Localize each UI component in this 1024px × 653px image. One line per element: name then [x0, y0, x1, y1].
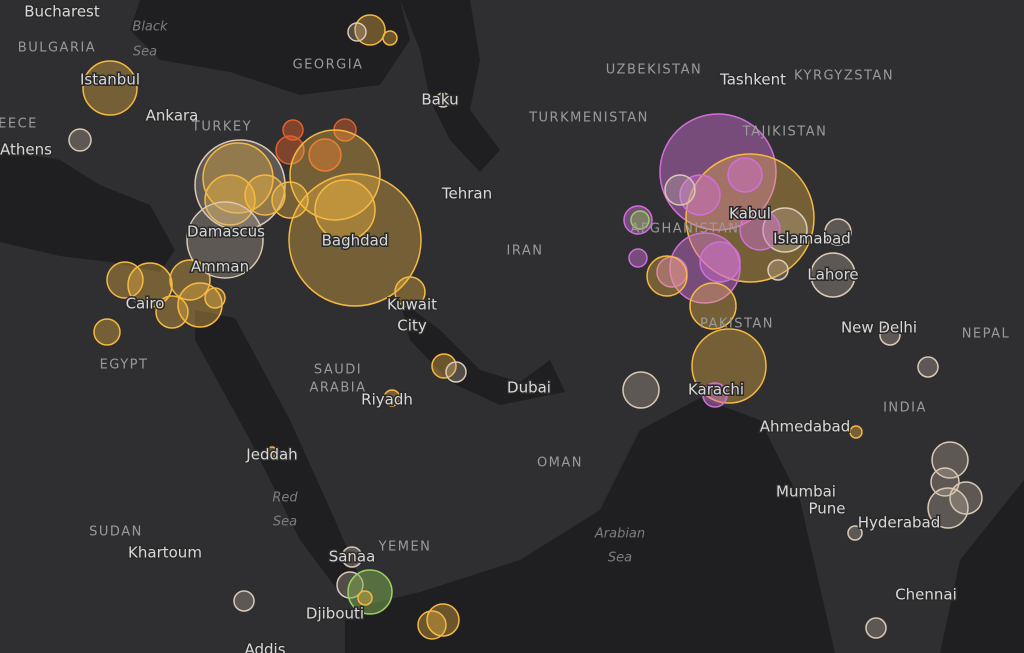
city-label: Baghdad — [322, 232, 389, 250]
city-label: Athens — [0, 141, 52, 159]
city-label: Addis — [244, 641, 285, 653]
country-label: TAJIKISTAN — [742, 125, 828, 140]
city-label: Khartoum — [128, 544, 202, 562]
city-label: Hyderabad — [858, 514, 941, 532]
country-label: SAUDI — [314, 363, 362, 378]
country-label: OMAN — [537, 456, 583, 471]
city-label: City — [397, 317, 427, 335]
city-label: Tehran — [441, 185, 492, 203]
city-label: New Delhi — [841, 319, 917, 337]
city-label: Pune — [808, 500, 845, 518]
water-label: Sea — [133, 45, 157, 60]
city-label: Amman — [191, 258, 249, 276]
city-label: Djibouti — [306, 605, 364, 623]
city-label: Damascus — [187, 223, 265, 241]
city-label: Islamabad — [773, 230, 851, 248]
country-label: EGYPT — [100, 358, 149, 373]
city-label: Karachi — [688, 381, 744, 399]
country-label: IRAN — [507, 244, 544, 259]
water-label: Sea — [273, 515, 297, 530]
country-label: PAKISTAN — [700, 317, 774, 332]
city-label: Istanbul — [80, 71, 140, 89]
city-label: Tashkent — [719, 71, 786, 89]
water-label: Red — [272, 491, 298, 506]
city-label: Kabul — [729, 205, 771, 223]
city-label: Cairo — [126, 295, 165, 313]
country-label: KYRGYZSTAN — [794, 69, 894, 84]
country-label: AFGHANISTAN — [631, 222, 740, 237]
country-label: GEORGIA — [293, 58, 364, 73]
city-label: Sanaa — [329, 548, 376, 566]
city-label: Dubai — [507, 379, 551, 397]
country-label: INDIA — [883, 401, 927, 416]
city-label: Riyadh — [361, 391, 413, 409]
city-label: Jeddah — [245, 446, 297, 464]
country-label: TURKMENISTAN — [528, 111, 649, 126]
country-label: ARABIA — [310, 381, 367, 396]
city-label: Lahore — [807, 266, 858, 284]
water-label: Sea — [608, 551, 632, 566]
country-label: SUDAN — [89, 525, 143, 540]
water-label: Black — [132, 20, 168, 35]
country-label: NEPAL — [962, 327, 1011, 342]
city-label: Ahmedabad — [760, 418, 851, 436]
city-label: Chennai — [895, 586, 957, 604]
country-label: EECE — [0, 117, 38, 132]
city-label: Ankara — [146, 107, 199, 125]
city-label: Bucharest — [24, 3, 100, 21]
country-label: BULGARIA — [18, 41, 96, 56]
city-label: Baku — [421, 91, 458, 109]
bubbles — [68, 14, 983, 640]
water-label: Arabian — [594, 527, 645, 542]
country-label: UZBEKISTAN — [606, 63, 703, 78]
country-label: TURKEY — [191, 120, 252, 135]
city-label: Mumbai — [776, 483, 836, 501]
city-label: Kuwait — [387, 296, 437, 314]
country-label: YEMEN — [378, 540, 432, 555]
